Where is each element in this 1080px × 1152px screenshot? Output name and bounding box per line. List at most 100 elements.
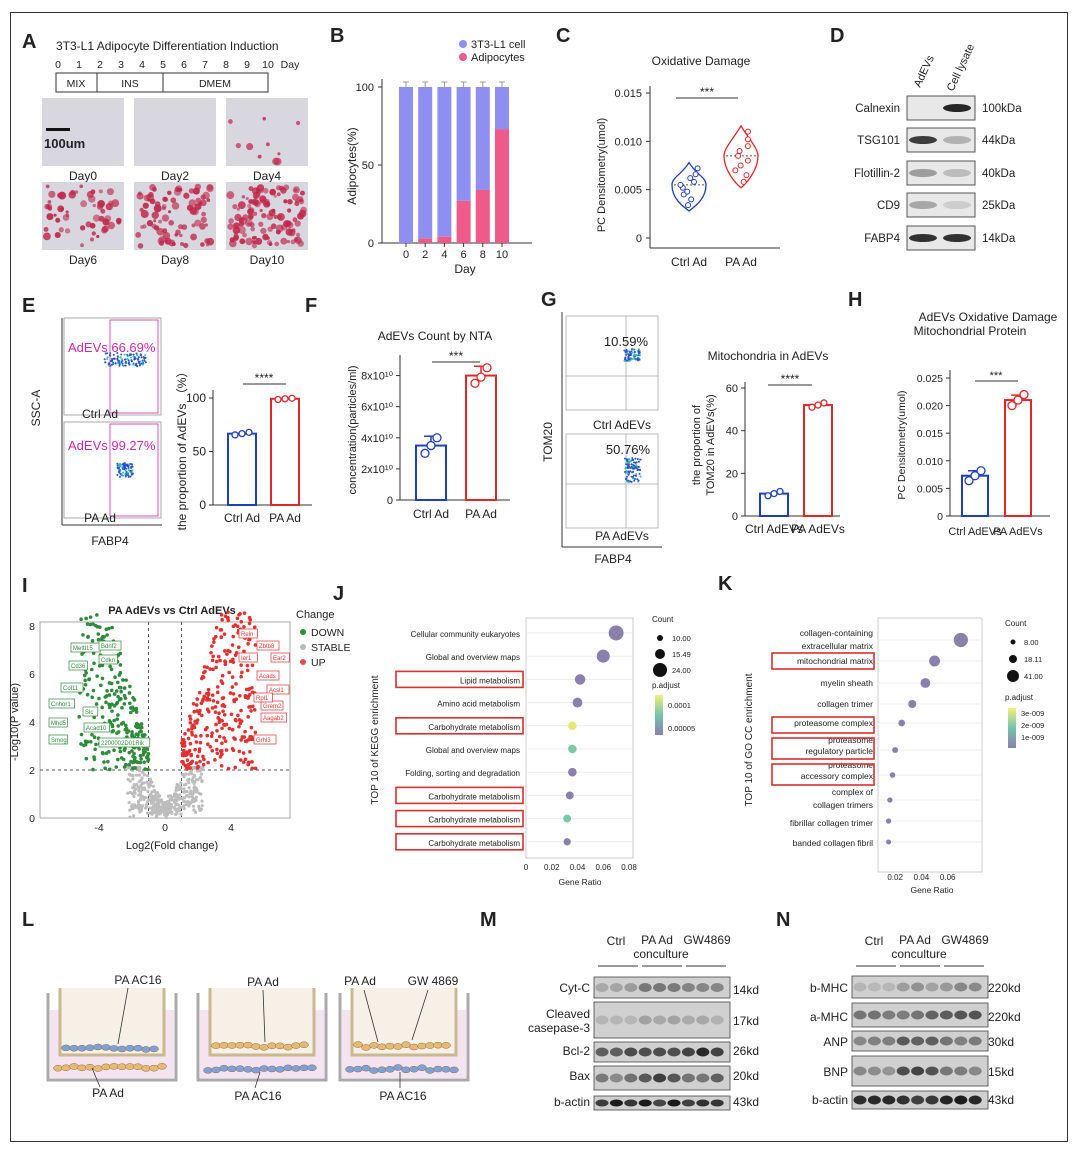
cell [409, 1043, 419, 1051]
volcano-stable [137, 773, 142, 777]
panel-j-xtick-label: 0.02 [544, 863, 560, 872]
volcano-stable [145, 800, 150, 804]
panel-m-band [681, 1047, 695, 1057]
panel-g-ytick-label: 20 [726, 468, 738, 480]
flow-event [131, 472, 134, 475]
cell [275, 1042, 285, 1050]
cell [219, 1042, 229, 1049]
flow-event [628, 359, 631, 362]
flow-event [638, 472, 641, 475]
volcano-down [125, 730, 129, 735]
flow-event [634, 457, 637, 460]
volcano-down [94, 702, 99, 706]
panel-i-gene-box [83, 722, 110, 733]
flow-event [127, 465, 130, 468]
volcano-up [197, 747, 202, 751]
panel-a-day-label: Day6 [69, 253, 97, 267]
lipid-droplet [153, 204, 162, 213]
lipid-droplet [286, 239, 291, 244]
flow-event [633, 356, 636, 359]
volcano-stable [174, 789, 178, 793]
volcano-up [205, 698, 209, 702]
panel-k-highlight-box [771, 763, 875, 786]
panel-g-flow-xlabel: FABP4 [594, 552, 632, 566]
panel-j-highlight-box [395, 716, 524, 735]
volcano-down [122, 765, 127, 769]
volcano-up [217, 734, 222, 739]
flow-event [633, 467, 636, 470]
volcano-up [188, 714, 192, 719]
volcano-stable [132, 784, 136, 789]
panel-n-kd-label: 30kd [988, 1035, 1014, 1049]
volcano-down [92, 735, 97, 739]
panel-a-phase-mix: MIX [67, 78, 86, 90]
panel-f-xtick-label: Ctrl Ad [413, 507, 449, 521]
volcano-up [205, 733, 210, 738]
panel-g-flow-ylabel: TOM20 [541, 422, 555, 462]
volcano-up [239, 619, 244, 624]
lipid-droplet [283, 184, 290, 191]
panel-g-ylabel-1: the proportion of [691, 404, 703, 485]
panel-m-row-label: Bcl-2 [563, 1044, 591, 1058]
volcano-stable [138, 792, 143, 797]
volcano-up [181, 759, 185, 764]
panel-n-band [853, 1095, 867, 1105]
panel-d-kda: 14kDa [982, 233, 1016, 245]
panel-j-dot [596, 649, 610, 663]
volcano-stable [142, 798, 146, 802]
volcano-down [129, 706, 133, 710]
lipid-droplet [249, 222, 255, 228]
panel-c-point [732, 167, 739, 174]
panel-m-band [595, 983, 609, 992]
volcano-down [115, 680, 120, 685]
volcano-up [249, 725, 254, 730]
volcano-up [232, 698, 236, 702]
panel-i-up-gene: Aagab2 [263, 716, 284, 722]
panel-letter-F: F [305, 295, 317, 317]
panel-a-day-tick: 3 [118, 59, 124, 71]
volcano-up [219, 613, 224, 617]
volcano-stable [161, 801, 165, 805]
panel-b-legend-swatch-cell [459, 40, 467, 48]
panel-d-band [909, 201, 937, 209]
volcano-up [210, 706, 215, 710]
volcano-down [85, 692, 90, 697]
flow-event [135, 364, 138, 367]
flow-event [128, 354, 131, 357]
panel-b-bar-cell [418, 87, 433, 239]
panel-d-row-label: Calnexin [855, 103, 900, 115]
flow-event [637, 460, 640, 463]
panel-d-kda: 40kDa [982, 168, 1016, 180]
panel-j-ylabel: TOP 10 of KEGG enrichment [370, 675, 381, 804]
panel-a-day-tick: 5 [160, 59, 166, 71]
volcano-stable [192, 781, 196, 785]
volcano-stable [197, 791, 201, 795]
panel-d-kda: 44kDa [982, 135, 1016, 147]
panel-e-gate [109, 319, 159, 414]
lipid-droplet [55, 217, 61, 223]
volcano-stable [159, 806, 163, 810]
panel-e-flow-ylabel: SSC-A [29, 390, 43, 427]
volcano-stable [148, 783, 153, 788]
volcano-stable [141, 795, 145, 799]
panel-n-band [896, 1010, 910, 1020]
volcano-up [206, 691, 211, 696]
panel-m-band [667, 1099, 681, 1107]
lipid-droplet [250, 199, 257, 205]
volcano-down [142, 760, 146, 765]
panel-k-xtick-label: 0.06 [940, 873, 956, 882]
volcano-stable [184, 772, 188, 776]
panel-g-bar [803, 404, 833, 518]
panel-b-bar-adipocyte [495, 129, 509, 243]
volcano-stable [198, 769, 202, 773]
cell [441, 1042, 451, 1049]
panel-i-gene-box [256, 640, 280, 651]
volcano-up [250, 690, 255, 695]
volcano-stable [183, 796, 187, 800]
panel-m-row-label: b-actin [554, 1095, 590, 1109]
volcano-up [244, 739, 249, 743]
panel-a-day-label: Day10 [250, 253, 285, 267]
flow-event [109, 352, 112, 355]
panel-n-row-label: b-MHC [810, 981, 848, 995]
panel-e-bar [227, 432, 257, 506]
